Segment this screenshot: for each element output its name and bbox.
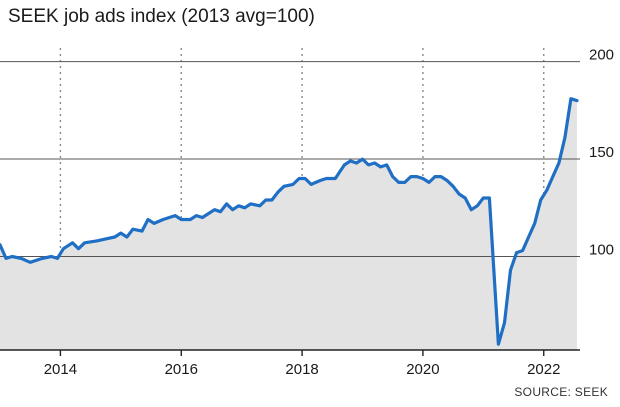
x-tick-label-2022: 2022 — [527, 361, 560, 378]
x-tick-label-2018: 2018 — [285, 361, 318, 378]
source-note: SOURCE: SEEK — [514, 385, 608, 399]
horizontal-gridlines — [0, 61, 580, 257]
area-fill — [0, 98, 577, 350]
y-tick-label-200: 200 — [589, 47, 614, 64]
x-tick-label-2020: 2020 — [406, 361, 439, 378]
x-tick-label-2014: 2014 — [44, 361, 77, 378]
x-tick-label-2016: 2016 — [165, 361, 198, 378]
y-tick-label-100: 100 — [589, 241, 614, 258]
chart-title: SEEK job ads index (2013 avg=100) — [8, 6, 315, 27]
series-line — [0, 97, 579, 346]
y-tick-label-150: 150 — [589, 144, 614, 161]
tick-labels: 2014 2016 2018 2020 2022 100 150 200 — [44, 47, 614, 378]
